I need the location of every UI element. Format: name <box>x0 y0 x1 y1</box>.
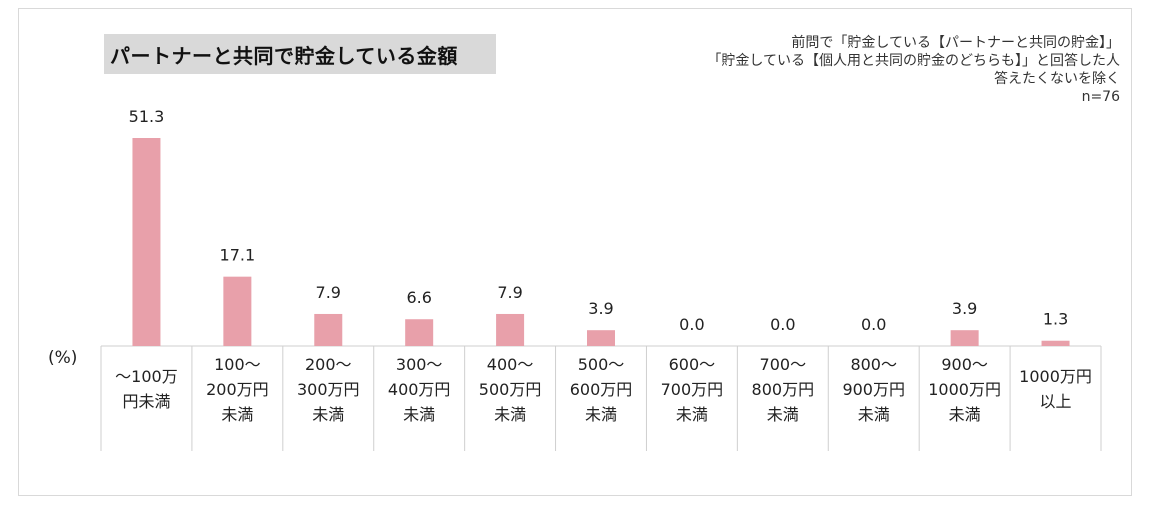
category-label-line: 未満 <box>948 405 981 424</box>
bar <box>405 319 434 346</box>
category-label: 800〜 900万円未満 <box>828 352 919 427</box>
category-label-line: 500万円 <box>478 380 542 399</box>
category-label-line: 〜100万 <box>115 367 178 386</box>
data-label: 7.9 <box>316 283 341 302</box>
category-label-line: 円未満 <box>122 392 171 411</box>
category-label-line: 300万円 <box>296 380 360 399</box>
category-label: 1000万円 以上 <box>1010 364 1101 414</box>
category-label-line: 未満 <box>766 405 799 424</box>
category-label-line: 800万円 <box>751 380 815 399</box>
category-label-line: 900〜 <box>941 355 988 374</box>
bar <box>496 313 525 346</box>
category-label-line: 未満 <box>675 405 708 424</box>
category-label: 900〜 1000万円 未満 <box>919 352 1010 427</box>
survey-note: 前問で「貯金している【パートナーと共同の貯金】」 「貯金している【個人用と共同の… <box>707 34 1120 106</box>
data-label: 0.0 <box>861 315 886 334</box>
bar <box>132 138 161 346</box>
category-label: 100〜 200万円未満 <box>192 352 283 427</box>
data-label: 3.9 <box>588 299 613 318</box>
category-label-line: 300〜 <box>395 355 443 374</box>
category-label-line: 1000万円 <box>928 380 1001 399</box>
category-label: 700〜 800万円未満 <box>737 352 828 427</box>
category-label-line: 400〜 <box>486 355 534 374</box>
category-label-line: 700〜 <box>759 355 807 374</box>
bar <box>950 330 979 346</box>
data-label: 7.9 <box>497 283 522 302</box>
title-background <box>104 34 496 74</box>
bar <box>587 330 615 346</box>
chart-frame <box>18 8 1132 496</box>
note-line-3: 答えたくないを除く <box>994 71 1120 87</box>
data-label: 6.6 <box>406 288 431 307</box>
category-label-line: 400万円 <box>387 380 451 399</box>
unit-label: (%) <box>48 348 78 368</box>
category-label-line: 未満 <box>403 405 436 424</box>
category-label-line: 未満 <box>857 405 890 424</box>
category-label-line: 200〜 <box>304 355 352 374</box>
category-label: 400〜 500万円未満 <box>465 352 556 427</box>
bar <box>1041 340 1070 346</box>
category-label-line: 未満 <box>221 405 254 424</box>
category-label-line: 未満 <box>584 405 617 424</box>
bar <box>314 313 343 346</box>
category-label: 300〜 400万円未満 <box>374 352 465 427</box>
category-label-line: 未満 <box>312 405 345 424</box>
note-sample-size: n=76 <box>1081 89 1120 105</box>
category-label-line: 800〜 <box>850 355 897 374</box>
note-line-1: 前問で「貯金している【パートナーと共同の貯金】」 <box>791 35 1120 51</box>
category-label-line: 200万円 <box>206 380 269 399</box>
category-label-line: 900万円 <box>842 380 905 399</box>
note-line-2: 「貯金している【個人用と共同の貯金のどちらも】」と回答した人 <box>707 53 1120 69</box>
bar <box>223 276 252 346</box>
category-label: 500〜 600万円未満 <box>556 352 647 427</box>
category-label-line: 未満 <box>494 405 527 424</box>
category-label-line: 100〜 <box>214 355 261 374</box>
category-label-line: 500〜 <box>577 355 625 374</box>
data-label: 17.1 <box>220 246 256 265</box>
category-label-line: 600万円 <box>569 380 633 399</box>
category-label-line: 1000万円 <box>1019 367 1092 386</box>
category-label-line: 700万円 <box>660 380 724 399</box>
category-label: 200〜 300万円未満 <box>283 352 374 427</box>
category-label-line: 以上 <box>1039 392 1072 411</box>
category-label: 〜100万円未満 <box>101 364 192 414</box>
data-label: 51.3 <box>129 107 165 126</box>
chart-title: パートナーと共同で貯金している金額 <box>110 44 458 68</box>
data-label: 1.3 <box>1043 310 1068 329</box>
category-label-line: 600〜 <box>668 355 716 374</box>
data-label: 3.9 <box>952 299 977 318</box>
category-label: 600〜 700万円未満 <box>646 352 737 427</box>
data-label: 0.0 <box>679 315 704 334</box>
data-label: 0.0 <box>770 315 795 334</box>
